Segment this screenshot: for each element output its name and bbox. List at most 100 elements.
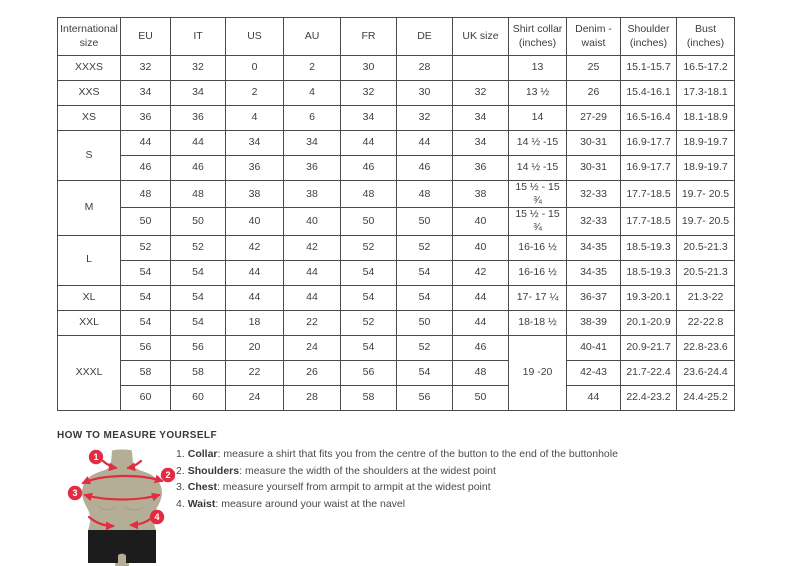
table-cell: 17.3-18.1 [676, 80, 735, 106]
table-cell: 30-31 [566, 130, 621, 156]
table-cell: 22.4-23.2 [620, 384, 677, 411]
size-group-cell: XXXL [57, 334, 121, 411]
column-header: Shoulder (inches) [620, 17, 677, 56]
table-cell: 38 [225, 179, 284, 209]
table-cell: 52 [170, 234, 226, 261]
column-header: DE [396, 17, 453, 56]
table-cell: 32-33 [566, 179, 621, 209]
table-cell: 38 [452, 179, 509, 209]
table-row: XL 54 54 44 44 54 54 44 17- 17 ¼ 36-37 19.3-20.1 21… [57, 284, 735, 311]
table-cell: 22-22.8 [676, 309, 735, 336]
table-cell: 38-39 [566, 309, 621, 336]
table-cell: 13 [508, 55, 567, 81]
table-cell: 20.9-21.7 [620, 334, 677, 361]
measure-step-collar: 1. Collar: measure a shirt that fits you … [176, 448, 656, 460]
table-cell: 15.4-16.1 [620, 80, 677, 106]
table-cell: 48 [340, 179, 397, 209]
table-cell: 48 [452, 359, 509, 386]
table-cell: XXS [57, 80, 121, 106]
table-cell: 16.5-17.2 [676, 55, 735, 81]
table-cell: 36-37 [566, 284, 621, 311]
mannequin-diagram: 1 2 3 4 [67, 449, 176, 566]
table-cell: 23.6-24.4 [676, 359, 735, 386]
table-cell: 34 [225, 130, 284, 156]
table-cell: 50 [170, 207, 226, 236]
table-cell: 19.7- 20.5 [676, 179, 735, 209]
table-cell: 46 [120, 155, 171, 181]
table-cell: 44 [225, 259, 284, 286]
step-label: Shoulders [187, 464, 240, 477]
badge-2-circle [160, 467, 176, 483]
column-header: IT [170, 17, 226, 56]
table-cell: XXXS [57, 55, 121, 81]
table-cell: 54 [170, 309, 226, 336]
table-cell: 34-35 [566, 234, 621, 261]
table-cell: 18.1-18.9 [676, 105, 735, 131]
table-cell: 44 [566, 384, 621, 411]
table-cell: 27-29 [566, 105, 621, 131]
table-cell: 52 [396, 334, 453, 361]
table-cell: 20.5-21.3 [676, 234, 735, 261]
table-cell: 2 [225, 80, 284, 106]
waist-arrow-left [87, 515, 115, 531]
table-cell: 36 [225, 155, 284, 181]
table-cell: 16.9-17.7 [620, 155, 677, 181]
table-cell: 46 [396, 155, 453, 181]
table-row: XXXS 32 32 0 2 30 28 13 25 15.1-15.7 16.5-17.2 [57, 55, 735, 81]
table-cell: 24 [225, 384, 284, 411]
table-cell: 50 [396, 207, 453, 236]
table-cell: 52 [120, 234, 171, 261]
table-cell: 16.9-17.7 [620, 130, 677, 156]
table-cell: 42 [283, 234, 341, 261]
table-cell: 21.7-22.4 [620, 359, 677, 386]
table-cell: 48 [396, 179, 453, 209]
table-cell: 58 [120, 359, 171, 386]
table-cell: 18.9-19.7 [676, 155, 735, 181]
table-cell: 34 [170, 80, 226, 106]
column-header: UK size [452, 17, 509, 56]
table-cell: 16-16 ½ [508, 259, 567, 286]
table-cell: 30 [396, 80, 453, 106]
measure-step-waist: 4. Waist: measure around your waist at th… [176, 498, 656, 510]
step-label: Waist [187, 497, 216, 510]
measure-section-title: HOW TO MEASURE YOURSELF [57, 430, 217, 441]
table-cell: 54 [340, 259, 397, 286]
table-cell: 22 [283, 309, 341, 336]
table-cell: 28 [283, 384, 341, 411]
table-cell: 34 [283, 130, 341, 156]
step-label: Chest [187, 481, 217, 493]
table-cell: 54 [396, 359, 453, 386]
collar-arrow-left [101, 459, 118, 472]
table-cell: 16-16 ½ [508, 234, 567, 261]
table-cell: 34 [452, 105, 509, 131]
table-cell [452, 55, 509, 81]
table-cell: 22 [225, 359, 284, 386]
table-cell: 54 [396, 259, 453, 286]
table-cell: 54 [170, 259, 226, 286]
badge-3-number: 3 [72, 488, 77, 498]
badge-3-circle [67, 485, 83, 501]
table-cell: 36 [120, 105, 171, 131]
collar-arrow-right [126, 459, 143, 472]
table-cell: 17.7-18.5 [620, 179, 677, 209]
column-header: International size [57, 17, 121, 56]
table-cell: 18.9-19.7 [676, 130, 735, 156]
table-cell: 44 [283, 284, 341, 311]
table-cell: 20.5-21.3 [676, 259, 735, 286]
size-group-cell: S [57, 130, 121, 181]
table-cell: 40 [283, 207, 341, 236]
table-row: 58 58 22 26 56 54 48 42-43 21.7-22.4 23.6-24.4 [58, 359, 735, 386]
table-cell: 42 [452, 259, 509, 286]
measure-instructions: 1. Collar: measure a shirt that fits you … [176, 448, 656, 514]
table-cell: 52 [340, 234, 397, 261]
table-cell: 18 [225, 309, 284, 336]
table-cell: 25 [566, 55, 621, 81]
table-cell: 44 [283, 259, 341, 286]
table-cell: 15 ½ - 15 ¾ [508, 207, 567, 236]
table-cell: 19.7- 20.5 [676, 207, 735, 236]
badge-4-circle [149, 509, 165, 525]
shoulders-arrow [81, 474, 164, 485]
table-row: S 44 44 34 34 44 44 34 14 ½ -15 30-31 16.9-17.7 18.… [57, 130, 735, 181]
table-cell: 4 [225, 105, 284, 131]
table-cell: 60 [120, 384, 171, 411]
